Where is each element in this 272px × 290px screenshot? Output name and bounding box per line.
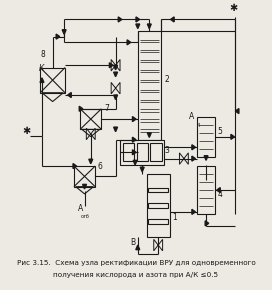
Text: К: К [38, 64, 44, 73]
Bar [123, 143, 134, 162]
Bar [197, 166, 215, 214]
Polygon shape [132, 137, 136, 142]
Bar [150, 143, 162, 162]
Bar [74, 166, 95, 187]
Polygon shape [171, 17, 174, 22]
Text: 2: 2 [164, 75, 169, 84]
Polygon shape [136, 24, 140, 29]
Polygon shape [204, 156, 208, 160]
Bar [147, 174, 170, 237]
Bar [138, 31, 161, 140]
Polygon shape [114, 127, 118, 132]
Polygon shape [89, 159, 93, 164]
Polygon shape [217, 188, 220, 193]
Bar [80, 109, 101, 129]
Text: 4: 4 [196, 123, 200, 128]
Polygon shape [118, 17, 122, 22]
Text: 6: 6 [98, 162, 103, 171]
Polygon shape [62, 30, 66, 34]
Bar [197, 117, 215, 157]
Text: ✱: ✱ [23, 126, 31, 136]
Polygon shape [40, 78, 44, 82]
Polygon shape [147, 133, 151, 137]
Text: А: А [189, 112, 194, 121]
Text: получения кислорода и азота при А/К ≤0.5: получения кислорода и азота при А/К ≤0.5 [53, 272, 219, 278]
Bar [149, 188, 168, 192]
Text: отб: отб [81, 214, 90, 219]
Polygon shape [192, 209, 195, 214]
Bar [40, 68, 65, 93]
Text: Рис 3.15.  Схема узла ректификации ВРУ для одновременного: Рис 3.15. Схема узла ректификации ВРУ дл… [17, 260, 255, 267]
Polygon shape [136, 245, 140, 250]
Polygon shape [132, 150, 136, 155]
Polygon shape [127, 40, 131, 45]
Polygon shape [140, 167, 144, 172]
Polygon shape [235, 108, 239, 114]
Text: В: В [131, 238, 136, 247]
Polygon shape [205, 221, 209, 226]
Text: 7: 7 [104, 104, 109, 113]
Polygon shape [68, 93, 71, 97]
Bar [149, 219, 168, 224]
Text: 3: 3 [164, 146, 169, 155]
Polygon shape [136, 17, 140, 22]
Polygon shape [73, 164, 77, 168]
Polygon shape [56, 34, 60, 39]
Text: 1: 1 [172, 213, 177, 222]
Text: 5: 5 [218, 127, 222, 136]
Text: 4: 4 [218, 190, 222, 199]
Bar [120, 140, 164, 165]
Text: А: А [78, 204, 83, 213]
Polygon shape [114, 65, 118, 70]
Polygon shape [192, 145, 195, 150]
Polygon shape [109, 63, 113, 68]
Bar [137, 143, 148, 162]
Polygon shape [79, 106, 83, 111]
Polygon shape [192, 156, 195, 161]
Polygon shape [147, 24, 151, 29]
Polygon shape [133, 160, 137, 165]
Text: 8: 8 [40, 50, 45, 59]
Polygon shape [114, 95, 118, 99]
Polygon shape [231, 134, 234, 139]
Polygon shape [83, 184, 86, 189]
Polygon shape [132, 117, 136, 122]
Polygon shape [114, 72, 118, 77]
Text: ✱: ✱ [230, 3, 238, 13]
Bar [149, 203, 168, 208]
